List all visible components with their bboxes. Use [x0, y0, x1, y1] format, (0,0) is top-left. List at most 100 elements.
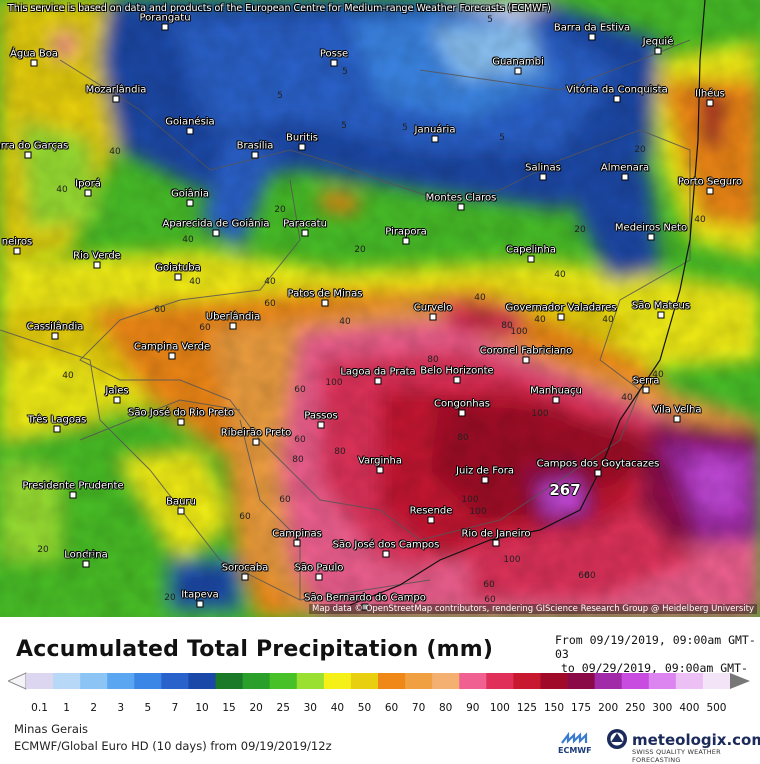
- city-label: Lagoa da Prata: [340, 366, 416, 378]
- legend-tick-label: 300: [652, 702, 672, 714]
- max-precip-value: 267: [549, 481, 581, 499]
- contour-label: 80: [334, 447, 346, 457]
- legend-footer: Accumulated Total Precipitation (mm) Fro…: [0, 617, 760, 764]
- city-marker: [539, 173, 547, 181]
- city-label: Porto Seguro: [677, 176, 743, 188]
- meteologix-logo-text[interactable]: meteologix.com: [632, 731, 760, 749]
- city-marker: [53, 425, 61, 433]
- legend-swatch: [80, 673, 108, 689]
- city-marker: [13, 247, 21, 255]
- city-marker: [186, 199, 194, 207]
- city-marker: [177, 507, 185, 515]
- city-marker: [673, 415, 681, 423]
- precipitation-map[interactable]: This service is based on data and produc…: [0, 0, 760, 617]
- city-label: Jales: [105, 385, 129, 397]
- contour-label: 40: [694, 215, 706, 225]
- city-marker: [481, 476, 489, 484]
- contour-label: 80: [427, 355, 439, 365]
- contour-label: 80: [457, 433, 469, 443]
- city-marker: [654, 47, 662, 55]
- city-label: São José do Rio Preto: [128, 407, 234, 419]
- city-label: Itapeva: [181, 589, 219, 601]
- legend-tick-label: 20: [249, 702, 262, 714]
- contour-label: 60: [584, 571, 596, 581]
- city-label: Goiânia: [170, 188, 210, 200]
- legend-tick-label: 7: [172, 702, 179, 714]
- city-marker: [321, 299, 329, 307]
- city-marker: [212, 229, 220, 237]
- contour-label: 5: [402, 123, 408, 133]
- legend-tick-label: 150: [544, 702, 564, 714]
- legend-tick-label: 40: [331, 702, 344, 714]
- legend-swatch: [107, 673, 135, 689]
- contour-label: 100: [325, 378, 343, 388]
- city-marker: [382, 550, 390, 558]
- city-label: Salinas: [525, 162, 561, 174]
- city-label: Cassilândia: [26, 321, 84, 333]
- city-label: neiros: [1, 236, 33, 248]
- contour-label: 40: [62, 371, 74, 381]
- city-label: Jequié: [642, 36, 674, 48]
- city-label: Sorocaba: [221, 562, 269, 574]
- legend-tick-label: 1: [63, 702, 70, 714]
- map-attribution[interactable]: Map data © OpenStreetMap contributors, r…: [309, 604, 757, 614]
- city-label: Buritis: [286, 132, 318, 144]
- city-marker: [93, 261, 101, 269]
- contour-label: 20: [164, 593, 176, 603]
- city-marker: [621, 173, 629, 181]
- precipitation-field: [0, 0, 760, 617]
- legend-swatch: [188, 673, 217, 689]
- contour-label: 5: [487, 15, 493, 25]
- color-scale-legend: 0.1 1 2 3 5 7 10 15 20 25 30 40 50 60 70 80 90 100 125 150 1…: [8, 672, 750, 714]
- city-marker: [657, 311, 665, 319]
- city-marker: [241, 573, 249, 581]
- city-label: São Paulo: [294, 562, 344, 574]
- city-label: Ilhéus: [695, 88, 725, 100]
- city-marker: [552, 396, 560, 404]
- city-label: Vitória da Conquista: [566, 84, 668, 96]
- legend-swatch: [378, 673, 406, 689]
- legend-swatch: [323, 673, 352, 689]
- city-label: Campina Verde: [133, 341, 211, 353]
- legend-swatch: [269, 673, 298, 689]
- contour-label: 40: [182, 235, 194, 245]
- city-marker: [168, 352, 176, 360]
- legend-tick-label: 10: [195, 702, 208, 714]
- city-label: Medeiros Neto: [614, 222, 688, 234]
- contour-label: 20: [634, 145, 646, 155]
- city-marker: [402, 237, 410, 245]
- city-label: Vila Velha: [652, 404, 702, 416]
- legend-left-arrow: [8, 672, 27, 690]
- city-label: Iporá: [75, 178, 101, 190]
- legend-swatch: [648, 673, 677, 689]
- legend-swatch: [486, 673, 514, 689]
- legend-swatch: [53, 673, 81, 689]
- city-marker: [588, 33, 596, 41]
- city-label: Londrina: [64, 549, 108, 561]
- city-label: Rio Verde: [73, 250, 121, 262]
- city-label: Patos de Minas: [287, 288, 363, 300]
- legend-tick-label: 100: [490, 702, 510, 714]
- contour-label: 40: [189, 277, 201, 287]
- contour-label: 20: [37, 545, 49, 555]
- city-marker: [161, 23, 169, 31]
- city-marker: [51, 332, 59, 340]
- city-label: Congonhas: [434, 398, 490, 410]
- legend-swatch: [513, 673, 541, 689]
- city-marker: [315, 573, 323, 581]
- city-marker: [431, 135, 439, 143]
- contour-label: 40: [109, 147, 121, 157]
- legend-tick-label: 60: [385, 702, 398, 714]
- ecmwf-logo-text: ECMWF: [558, 746, 592, 755]
- city-label: Serra: [632, 375, 660, 387]
- legend-swatch: [350, 673, 379, 689]
- legend-tick-label: 0.1: [31, 702, 48, 714]
- contour-label: 60: [154, 305, 166, 315]
- contour-label: 60: [239, 512, 251, 522]
- legend-swatch: [161, 673, 189, 689]
- contour-label: 40: [264, 277, 276, 287]
- city-marker: [177, 418, 185, 426]
- city-label: Resende: [409, 505, 453, 517]
- contour-label: 60: [294, 435, 306, 445]
- legend-tick-label: 175: [571, 702, 591, 714]
